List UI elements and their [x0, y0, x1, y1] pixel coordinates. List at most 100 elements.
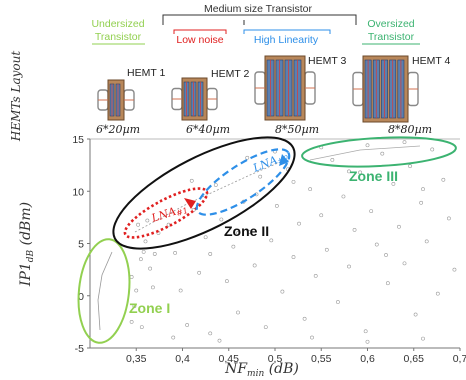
- data-point: [217, 338, 222, 343]
- lna1-label: LNA#1: [149, 201, 189, 226]
- zone-ii-ellipse: [112, 136, 296, 250]
- oversized-label-1: Oversized: [367, 18, 414, 30]
- hemt-4-size: 8*80µm: [388, 123, 432, 136]
- lna2-arrow: [279, 154, 289, 166]
- data-point: [365, 143, 370, 148]
- x-axis-title: NFmin (dB): [224, 361, 299, 379]
- data-point: [134, 288, 139, 293]
- data-point: [269, 238, 274, 243]
- hemt-1-name: HEMT 1: [127, 67, 165, 79]
- hemt-2-layout: [171, 77, 218, 121]
- data-point: [374, 242, 379, 247]
- hemt-2-size: 6*40µm: [186, 123, 230, 136]
- data-point: [421, 336, 425, 341]
- data-point: [297, 221, 301, 226]
- y-tick-label: 0: [78, 291, 84, 303]
- data-point: [138, 257, 143, 262]
- data-point: [384, 253, 388, 257]
- x-tick-label: 0,55: [311, 353, 332, 365]
- data-point: [224, 279, 229, 284]
- data-point: [219, 217, 224, 222]
- data-point: [347, 264, 351, 269]
- data-point: [313, 273, 318, 278]
- zone-ii-label: Zone II: [224, 223, 269, 239]
- data-point: [408, 164, 412, 169]
- y-axis-title: IP1dB (dBm): [18, 202, 36, 287]
- data-point: [380, 151, 385, 156]
- data-point: [308, 187, 313, 192]
- y-tick-label: -5: [75, 343, 84, 355]
- zone-i-trend: [97, 251, 113, 331]
- data-point: [148, 266, 153, 271]
- high-linearity-label: High Linearity: [254, 34, 319, 46]
- x-tick-label: 0,7: [453, 353, 466, 365]
- data-point: [341, 194, 346, 199]
- x-tick-label: 0,6: [360, 353, 375, 365]
- data-point: [197, 270, 202, 275]
- data-point: [446, 216, 451, 221]
- undersized-label-1: Undersized: [91, 18, 144, 30]
- data-point: [178, 288, 183, 293]
- data-point: [413, 312, 418, 317]
- hemt-4-layout: [352, 55, 419, 123]
- x-tick-label: 0,5: [268, 353, 283, 365]
- data-point: [419, 200, 424, 205]
- data-point: [310, 335, 314, 340]
- data-point: [397, 224, 401, 229]
- data-point: [139, 325, 144, 330]
- data-point: [252, 263, 257, 268]
- data-point: [347, 169, 351, 174]
- data-point: [189, 178, 194, 183]
- y-tick-label: 15: [72, 134, 84, 146]
- data-point: [208, 252, 213, 256]
- header-bracket: [162, 14, 357, 20]
- data-point: [141, 249, 146, 254]
- x-tick-label: 0,65: [404, 353, 425, 365]
- data-point: [150, 285, 155, 290]
- hemt-3-size: 8*50µm: [275, 123, 319, 136]
- data-point: [132, 304, 137, 309]
- lna2-ellipse: [195, 148, 291, 216]
- x-tick-label: 0,4: [175, 353, 190, 365]
- data-point: [129, 275, 134, 279]
- hemt-1-size: 6*20µm: [96, 123, 140, 136]
- data-point: [363, 329, 368, 334]
- data-point: [274, 203, 279, 208]
- data-point: [171, 335, 176, 340]
- data-point: [324, 247, 329, 252]
- y-tick-label: 10: [72, 186, 84, 198]
- undersized-label-2: Transistor: [95, 31, 142, 43]
- data-point: [441, 177, 446, 182]
- data-point: [145, 218, 150, 223]
- low-noise-label: Low noise: [176, 34, 223, 46]
- data-point: [291, 255, 296, 259]
- data-point: [352, 228, 357, 232]
- zone-ii-trend: [134, 159, 286, 233]
- data-point: [173, 251, 178, 255]
- data-point: [258, 174, 263, 179]
- lna2-label: LNA#2: [250, 149, 290, 176]
- data-point: [302, 316, 307, 321]
- zone-iii-label: Zone III: [349, 168, 398, 184]
- data-point: [152, 252, 157, 256]
- oversized-label-2: Transistor: [368, 31, 415, 43]
- hemt-2-name: HEMT 2: [211, 68, 249, 80]
- data-point: [369, 209, 374, 214]
- scatter-points: [129, 140, 457, 344]
- data-point: [245, 155, 250, 160]
- data-point: [424, 239, 429, 244]
- data-point: [319, 213, 324, 218]
- data-point: [263, 325, 268, 330]
- lna1-ellipse: [123, 187, 209, 239]
- data-point: [143, 239, 148, 244]
- x-tick-label: 0,45: [219, 353, 240, 365]
- data-point: [236, 231, 240, 235]
- data-point: [391, 182, 396, 186]
- data-point: [452, 267, 457, 272]
- x-tick-label: 0,35: [126, 353, 147, 365]
- zone-iii-ellipse: [301, 136, 457, 168]
- zone-i-ellipse: [77, 238, 131, 344]
- y-tick-label: 5: [78, 239, 84, 251]
